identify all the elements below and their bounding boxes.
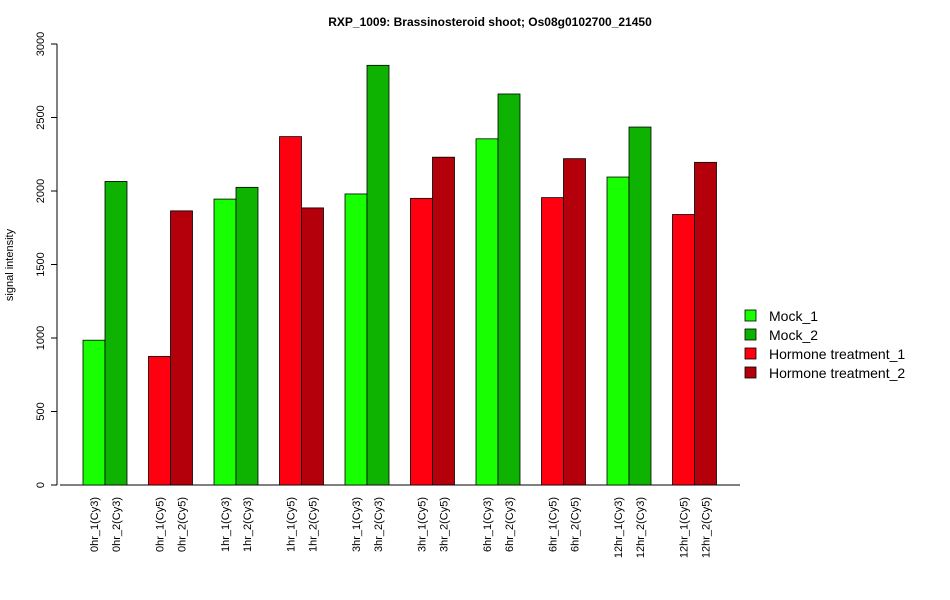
bar xyxy=(628,126,652,486)
y-axis-label: signal intensity xyxy=(4,228,16,301)
legend-label: Hormone treatment_2 xyxy=(769,365,905,381)
y-tick-label: 1500 xyxy=(35,252,47,276)
bar xyxy=(148,355,171,486)
legend-swatch xyxy=(744,328,757,341)
x-tick-label: 0hr_2(Cy5) xyxy=(177,497,189,552)
bars-layer xyxy=(82,64,717,486)
y-tick-label: 1000 xyxy=(35,326,47,350)
y-axis: 0 500 1000 1500 2000 2500 3000 xyxy=(35,32,740,488)
x-tick-label: 6hr_1(Cy3) xyxy=(482,497,494,552)
x-tick-label: 6hr_2(Cy5) xyxy=(570,497,582,552)
x-tick-label: 1hr_1(Cy3) xyxy=(220,497,232,552)
bar xyxy=(104,181,128,486)
y-tick-label: 0 xyxy=(35,482,47,488)
x-tick-label: 0hr_2(Cy3) xyxy=(111,497,123,552)
legend-label: Mock_1 xyxy=(769,308,818,324)
bar xyxy=(497,93,521,486)
bar xyxy=(235,186,259,486)
bar xyxy=(301,207,324,486)
bar xyxy=(366,64,390,486)
x-tick-label: 0hr_1(Cy3) xyxy=(89,497,101,552)
bar xyxy=(410,197,433,486)
x-tick-label: 12hr_1(Cy3) xyxy=(613,497,625,558)
legend-label: Mock_2 xyxy=(769,327,818,343)
x-tick-label: 1hr_2(Cy5) xyxy=(308,497,320,552)
bar xyxy=(82,339,106,486)
bar xyxy=(694,161,717,486)
y-tick-label: 2500 xyxy=(35,105,47,129)
bar xyxy=(432,156,455,486)
legend: Mock_1 Mock_2 Hormone treatment_1 Hormone t… xyxy=(744,308,905,381)
x-tick-label: 12hr_2(Cy5) xyxy=(701,497,713,558)
x-tick-label: 12hr_2(Cy3) xyxy=(635,497,647,558)
x-tick-label: 3hr_1(Cy3) xyxy=(351,497,363,552)
x-tick-label: 1hr_1(Cy5) xyxy=(286,497,298,552)
bar xyxy=(475,138,499,486)
bar xyxy=(279,136,302,486)
chart-title: RXP_1009: Brassinosteroid shoot; Os08g01… xyxy=(328,15,652,29)
x-tick-label: 12hr_1(Cy5) xyxy=(679,497,691,558)
bar xyxy=(344,193,368,486)
bar xyxy=(606,176,630,486)
legend-label: Hormone treatment_1 xyxy=(769,346,905,362)
bar xyxy=(563,158,586,486)
x-tick-label: 1hr_2(Cy3) xyxy=(242,497,254,552)
y-tick-label: 500 xyxy=(35,402,47,420)
y-tick-label: 3000 xyxy=(35,32,47,56)
x-axis-labels: 0hr_1(Cy3) 0hr_2(Cy3) 0hr_1(Cy5) 0hr_2(Cy5)… xyxy=(89,497,713,558)
bar xyxy=(672,214,695,486)
x-tick-label: 3hr_2(Cy3) xyxy=(373,497,385,552)
bar xyxy=(170,210,193,486)
x-tick-label: 6hr_2(Cy3) xyxy=(504,497,516,552)
x-tick-label: 3hr_1(Cy5) xyxy=(417,497,429,552)
y-tick-label: 2000 xyxy=(35,179,47,203)
x-tick-label: 6hr_1(Cy5) xyxy=(548,497,560,552)
legend-swatch xyxy=(744,366,757,379)
legend-swatch xyxy=(744,347,757,360)
x-tick-label: 0hr_1(Cy5) xyxy=(155,497,167,552)
legend-swatch xyxy=(744,309,757,322)
bar xyxy=(541,197,564,486)
bar xyxy=(213,198,237,486)
x-tick-label: 3hr_2(Cy5) xyxy=(439,497,451,552)
